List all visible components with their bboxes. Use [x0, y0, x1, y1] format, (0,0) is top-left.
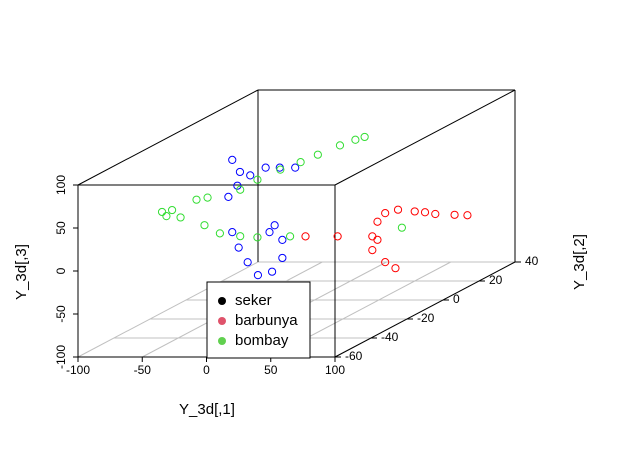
- z-axis-title: Y_3d[,3]: [13, 244, 30, 300]
- point: [176, 213, 185, 222]
- x-tick-label: 50: [264, 363, 278, 377]
- z-tick-label: 0: [54, 267, 68, 274]
- point: [215, 229, 224, 238]
- point: [397, 223, 406, 232]
- point: [335, 141, 345, 150]
- point: [351, 135, 360, 144]
- z-tick-label: 100: [54, 175, 68, 195]
- point: [381, 209, 390, 218]
- z-tick-label: -50: [54, 305, 68, 323]
- point: [162, 212, 171, 221]
- point: [373, 217, 382, 226]
- point: [246, 171, 255, 180]
- point: [270, 221, 279, 230]
- point: [157, 207, 167, 217]
- point: [261, 163, 270, 172]
- point: [431, 209, 440, 219]
- point: [278, 253, 287, 263]
- legend-marker: [218, 317, 226, 325]
- point: [285, 232, 295, 241]
- point: [276, 165, 285, 174]
- x-tick-label: -100: [66, 363, 90, 377]
- point: [253, 271, 263, 280]
- y-tick-label: -40: [381, 330, 399, 344]
- y-tick-label: 20: [489, 273, 503, 287]
- box-edge: [334, 261, 516, 358]
- point: [373, 235, 382, 244]
- point: [333, 232, 342, 241]
- point: [253, 233, 262, 242]
- y-tick-label: -20: [417, 311, 435, 325]
- point: [368, 246, 377, 255]
- point: [243, 258, 252, 267]
- z-tick-label: 50: [54, 221, 68, 235]
- point: [450, 210, 459, 219]
- y-tick-label: 40: [525, 254, 539, 268]
- point: [224, 192, 233, 201]
- point: [420, 208, 430, 217]
- point: [234, 243, 243, 252]
- x-tick-label: 0: [203, 363, 210, 377]
- point: [228, 155, 237, 164]
- legend-label: barbunya: [235, 312, 298, 329]
- point: [296, 158, 305, 167]
- point: [410, 207, 419, 216]
- point: [200, 221, 209, 230]
- point: [393, 205, 403, 214]
- point: [236, 232, 245, 241]
- point: [192, 195, 201, 204]
- point: [235, 167, 245, 177]
- legend-marker: [218, 337, 226, 345]
- point: [278, 235, 287, 244]
- point: [236, 185, 245, 194]
- point: [291, 163, 300, 172]
- legend-label: bombay: [235, 332, 289, 349]
- point: [463, 211, 472, 220]
- x-tick-label: 100: [325, 363, 345, 377]
- point: [391, 264, 400, 273]
- point: [267, 267, 277, 276]
- point: [233, 181, 242, 190]
- x-tick-label: -50: [134, 363, 152, 377]
- y-tick-label: 0: [453, 292, 460, 306]
- legend-marker: [218, 297, 226, 305]
- y-axis-title: Y_3d[,2]: [571, 234, 588, 290]
- point: [228, 228, 237, 237]
- x-axis-title: Y_3d[,1]: [179, 401, 235, 418]
- point: [360, 132, 369, 142]
- point: [368, 232, 377, 241]
- z-tick-label: -100: [54, 345, 68, 369]
- point: [381, 258, 390, 267]
- point: [253, 175, 262, 184]
- point: [167, 205, 177, 215]
- box-edge: [334, 89, 516, 186]
- box-edge: [77, 89, 259, 186]
- grid-line: [77, 261, 259, 358]
- point: [203, 193, 212, 202]
- point: [301, 232, 310, 241]
- y-tick-label: -60: [345, 349, 363, 363]
- point: [265, 228, 274, 237]
- legend-label: seker: [235, 292, 272, 309]
- point: [313, 150, 322, 159]
